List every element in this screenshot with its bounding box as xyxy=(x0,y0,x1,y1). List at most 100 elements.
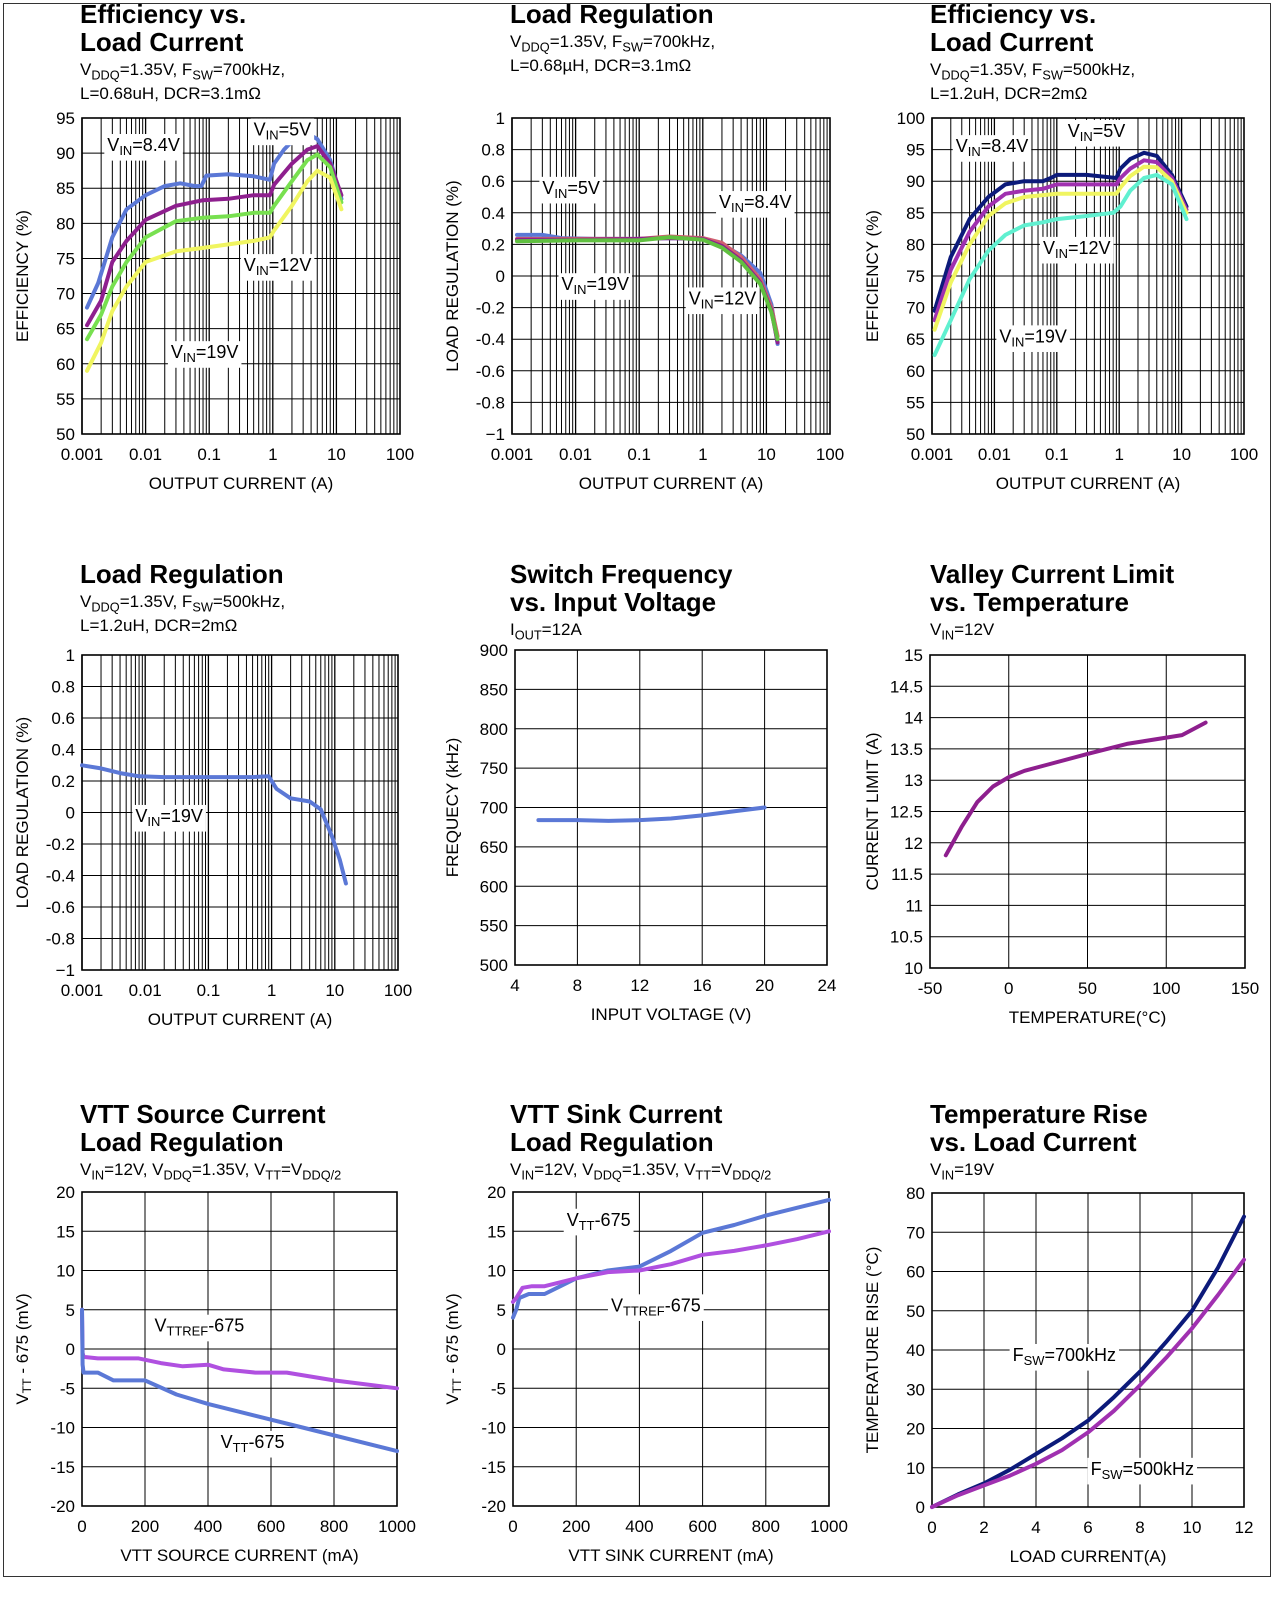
annotation-eff500-0: VIN=5V xyxy=(1064,119,1129,147)
y-tick-label: 11 xyxy=(905,896,923,915)
chart-svg-freq: 4 8 12 16 20 24 500 550 600 650 700 750 800 850 900 INP… xyxy=(443,641,837,1024)
annotation-vttsource-0: VTTREF-675 xyxy=(151,1314,248,1342)
y-tick-label: 100 xyxy=(897,109,925,128)
y-axis-label: LOAD REGULATION (%) xyxy=(443,180,462,371)
plot-frame xyxy=(931,1192,1245,1508)
chart-title-temprise: vs. Load Current xyxy=(930,1127,1137,1157)
series-line-eff500-2 xyxy=(932,164,1189,332)
x-tick-label: 100 xyxy=(386,445,414,464)
chart-panel-reg500: Load Regulation VDDQ=1.35V, FSW=500kHz, L=… xyxy=(0,540,425,1080)
x-axis-label: LOAD CURRENT(A) xyxy=(1010,1547,1167,1566)
annotation-text: VIN=19V xyxy=(171,342,239,365)
chart-svg-reg700: 0.001 0.01 0.1 1 10 100 −1 -0.8 -0.6 -0.4 -0.2 0 0.2… xyxy=(443,109,844,493)
x-axis-label: OUTPUT CURRENT (A) xyxy=(996,474,1181,493)
y-tick-label: 10 xyxy=(56,1262,75,1281)
chart-conditions-vttsource: VIN=12V, VDDQ=1.35V, VTT=VDDQ/2 xyxy=(80,1160,342,1183)
chart-conditions-reg500: L=1.2uH, DCR=2mΩ xyxy=(80,616,238,635)
chart-title-valley: Valley Current Limit xyxy=(930,559,1175,589)
annotation-text: VIN=12V xyxy=(689,288,757,311)
x-tick-label: 0.001 xyxy=(911,445,954,464)
x-tick-label: 0 xyxy=(927,1518,936,1537)
chart-title-vttsink: Load Regulation xyxy=(510,1127,714,1157)
chart-conditions-reg500: VDDQ=1.35V, FSW=500kHz, xyxy=(80,592,286,615)
x-tick-label: 0.1 xyxy=(1045,445,1069,464)
y-tick-label: 20 xyxy=(906,1420,925,1439)
x-tick-label: 12 xyxy=(1235,1518,1254,1537)
x-tick-label: 600 xyxy=(688,1517,716,1536)
annotation-reg700-2: VIN=19V xyxy=(558,273,633,300)
x-tick-label: 50 xyxy=(1078,979,1097,998)
y-tick-label: 20 xyxy=(56,1183,75,1202)
x-tick-label: 1 xyxy=(1114,445,1123,464)
chart-title-vttsource: VTT Source Current xyxy=(80,1099,326,1129)
x-tick-label: 0.01 xyxy=(559,445,592,464)
annotation-text: VTT-675 xyxy=(221,1432,285,1455)
chart-svg-eff700: 0.001 0.01 0.1 1 10 100 50 55 60 65 70 75 80 85 90 95 OU… xyxy=(13,109,414,493)
y-tick-label: 900 xyxy=(480,641,508,660)
x-tick-label: 1 xyxy=(267,981,276,1000)
annotation-text: VIN=5V xyxy=(254,120,312,143)
grid-eff500 xyxy=(931,117,1244,435)
x-tick-label: 800 xyxy=(752,1517,780,1536)
annotation-text: VTTREF-675 xyxy=(611,1295,701,1318)
chart-title-eff500: Load Current xyxy=(930,27,1094,57)
x-tick-label: 0.001 xyxy=(491,445,534,464)
plot-frame xyxy=(512,1191,830,1507)
annotation-text: VIN=12V xyxy=(1043,238,1111,261)
y-axis-label: VTT - 675 (mV) xyxy=(13,1293,34,1404)
y-tick-label: 15 xyxy=(904,646,923,665)
y-tick-label: 0.6 xyxy=(51,709,75,728)
x-axis-label: VTT SINK CURRENT (mA) xyxy=(568,1546,773,1565)
annotation-eff700-2: VIN=12V xyxy=(240,254,315,281)
y-axis-label: TEMPERATURE RISE (°C) xyxy=(863,1247,882,1454)
y-tick-label: 12.5 xyxy=(890,803,923,822)
x-axis-label: OUTPUT CURRENT (A) xyxy=(579,474,764,493)
x-axis-label: OUTPUT CURRENT (A) xyxy=(149,474,334,493)
y-tick-label: 800 xyxy=(480,720,508,739)
y-tick-label: −1 xyxy=(486,425,505,444)
y-tick-label: -5 xyxy=(491,1379,506,1398)
grid-vttsource xyxy=(81,1191,398,1507)
y-tick-label: 15 xyxy=(56,1222,75,1241)
x-tick-label: 200 xyxy=(562,1517,590,1536)
x-tick-label: 1000 xyxy=(810,1517,848,1536)
y-tick-label: -0.4 xyxy=(46,867,75,886)
annotation-temprise-0: FSW=700kHz xyxy=(1009,1343,1120,1371)
x-tick-label: -50 xyxy=(918,979,943,998)
y-tick-label: 95 xyxy=(56,109,75,128)
x-tick-label: 100 xyxy=(816,445,844,464)
x-tick-label: 24 xyxy=(818,976,837,995)
x-tick-label: 10 xyxy=(757,445,776,464)
annotation-reg700-0: VIN=5V xyxy=(539,176,603,204)
annotation-text: VIN=19V xyxy=(999,326,1067,349)
series-line-eff500-1 xyxy=(932,158,1189,323)
x-tick-label: 10 xyxy=(327,445,346,464)
annotation-vttsink-0: VTT-675 xyxy=(563,1208,634,1236)
y-tick-label: 80 xyxy=(56,214,75,233)
y-tick-label: 85 xyxy=(906,204,925,223)
y-tick-label: 0 xyxy=(916,1498,925,1517)
y-axis-label: FREQUECY (kHz) xyxy=(443,738,462,877)
y-tick-label: 12 xyxy=(904,834,923,853)
y-tick-label: 30 xyxy=(906,1380,925,1399)
chart-panel-reg700: Load Regulation VDDQ=1.35V, FSW=700kHz, L=… xyxy=(430,0,855,540)
x-tick-label: 0.1 xyxy=(197,445,221,464)
x-tick-label: 16 xyxy=(693,976,712,995)
chart-conditions-vttsink: VIN=12V, VDDQ=1.35V, VTT=VDDQ/2 xyxy=(510,1160,772,1183)
x-tick-label: 0.001 xyxy=(61,981,104,1000)
y-tick-label: 10 xyxy=(904,959,923,978)
chart-svg-vttsink: 0 200 400 600 800 1000 -20 -15 -10 -5 0 5 10 15 20 VTT … xyxy=(443,1183,848,1565)
y-tick-label: 14.5 xyxy=(890,677,923,696)
y-axis-label: LOAD REGULATION (%) xyxy=(13,717,32,908)
y-tick-label: 50 xyxy=(906,425,925,444)
y-axis-label: EFFICIENCY (%) xyxy=(863,210,882,342)
y-tick-label: 60 xyxy=(56,355,75,374)
y-tick-label: 70 xyxy=(906,299,925,318)
y-tick-label: 40 xyxy=(906,1341,925,1360)
y-tick-label: 0 xyxy=(66,1340,75,1359)
y-tick-label: 11.5 xyxy=(891,865,923,884)
y-tick-label: -5 xyxy=(60,1379,75,1398)
chart-title-eff700: Load Current xyxy=(80,27,244,57)
chart-conditions-temprise: VIN=19V xyxy=(930,1160,995,1183)
annotation-reg500-0: VIN=19V xyxy=(132,804,206,832)
